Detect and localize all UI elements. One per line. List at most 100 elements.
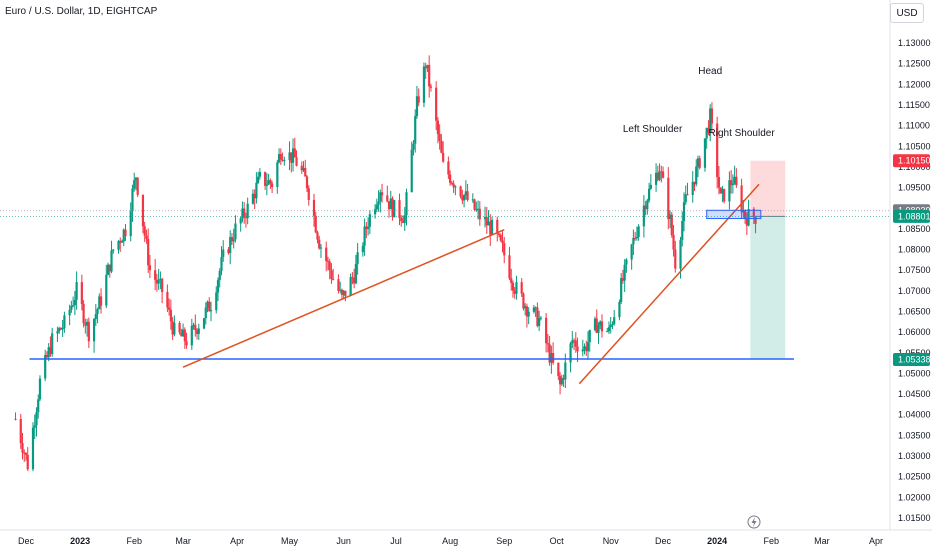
candle-body [373,209,377,215]
candle-body [684,194,687,203]
candle-body [171,321,174,335]
candle-body [340,289,344,295]
price-tick: 1.08500 [898,224,931,234]
candle-body [681,221,684,240]
candle-body [351,277,354,279]
candle-body [658,171,661,180]
candle-body [305,176,309,189]
price-tick: 1.08000 [898,245,931,255]
pattern-label: Right Shoulder [709,128,776,139]
candle-body [119,240,122,243]
candle-body [72,305,75,307]
candle-body [705,127,708,139]
candle-body [98,296,101,310]
candle-body [511,282,515,291]
candle-body [618,301,621,318]
candle-body [47,347,50,358]
candle-body [319,247,323,249]
candle-body [293,148,296,158]
candle-body [26,454,29,470]
candles [14,55,757,472]
candle-body [743,210,747,219]
candle-body [14,418,17,420]
candle-body [417,96,420,103]
candle-body [276,162,279,187]
candle-body [646,200,649,210]
price-tick: 1.02000 [898,492,931,502]
currency-badge[interactable]: USD [890,3,924,23]
candle-body [270,183,274,187]
candle-body [337,279,340,291]
candle-body [155,279,159,284]
candle-body [644,205,647,210]
lightning-icon-ring [747,515,761,529]
candle-body [428,64,431,87]
price-badge-label: 1.05338 [898,354,931,364]
candle-body [534,307,537,309]
candle-body [318,239,321,249]
price-tick: 1.13000 [898,38,931,48]
candle-body [461,196,464,201]
candle-body [356,252,359,264]
candle-body [38,378,42,400]
candle-body [648,188,651,201]
candle-body [473,199,476,210]
candle-body [377,201,380,205]
candle-body [257,176,260,183]
candle-body [709,108,712,133]
candle-body [49,347,52,355]
candle-body [133,180,136,189]
time-tick: Nov [603,536,620,546]
price-tick: 1.06000 [898,327,931,337]
candle-body [487,221,490,226]
candle-body [691,181,694,196]
candle-body [258,172,261,177]
candle-body [185,341,188,346]
candle-body [660,171,663,173]
candle-body [325,247,328,261]
candle-body [513,290,516,294]
candle-body [330,270,333,279]
candle-body [178,323,181,333]
price-axis: 1.13000 1.12500 1.12000 1.11500 1.11000 1.105… [893,38,931,523]
candle-body [122,229,125,242]
candle-body [525,306,529,317]
candle-body [229,237,232,254]
candle-body [37,399,40,413]
candle-body [552,353,555,363]
candle-body [532,307,536,312]
candle-body [403,215,406,223]
candle-body [368,214,371,227]
candle-body [206,301,209,308]
candle-body [642,205,645,227]
candle-body [234,223,237,240]
candle-body [572,340,576,342]
candle-body [314,215,317,233]
candle-body [510,278,513,283]
candle-body [576,346,579,352]
candle-body [58,328,61,332]
candle-body [449,174,452,183]
candle-body [386,195,389,202]
candle-body [485,217,488,226]
candle-body [442,152,445,162]
neckline-box [706,209,762,220]
candle-body [558,376,562,385]
candle-body [654,172,658,185]
candle-body [471,199,474,201]
time-tick: Oct [550,536,565,546]
symbol-title[interactable]: Euro / U.S. Dollar, 1D, EIGHTCAP [5,6,158,17]
candle-body [243,208,246,218]
candle-body [312,199,316,216]
candle-body [490,219,494,235]
candle-body [264,172,267,186]
take-profit-zone [750,216,786,360]
price-tick: 1.11000 [898,121,930,131]
candle-body [136,177,139,195]
candle-body [621,278,625,281]
candle-body [192,324,195,326]
candle-body [489,221,492,235]
candle-body [503,243,506,256]
candle-body [24,452,28,455]
